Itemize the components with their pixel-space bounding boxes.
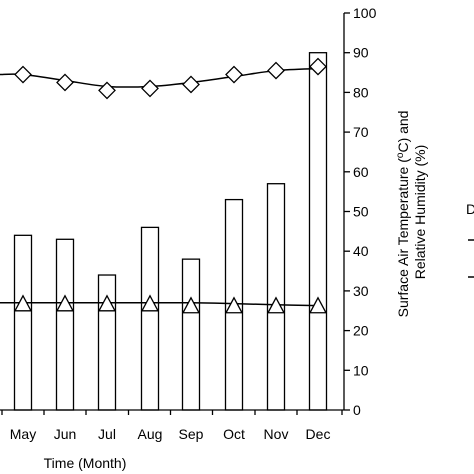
temperature-marker-sep xyxy=(181,296,201,314)
y-tick-label-60: 60 xyxy=(353,164,369,180)
y-tick-label-50: 50 xyxy=(353,204,369,220)
bar-jun xyxy=(55,238,75,411)
x-tick-label-may: May xyxy=(10,426,36,442)
y-tick-label-40: 40 xyxy=(353,243,369,259)
y-tick-label-70: 70 xyxy=(353,124,369,140)
y-tick-label-80: 80 xyxy=(353,84,369,100)
y-tick-label-90: 90 xyxy=(353,45,369,61)
temperature-marker-jul xyxy=(97,294,117,312)
y-tick-label-30: 30 xyxy=(353,283,369,299)
legend-fragment: D xyxy=(466,201,474,217)
temperature-marker-dec xyxy=(308,296,328,314)
temperature-marker-jun xyxy=(55,294,75,312)
humidity-marker-oct xyxy=(225,65,243,84)
y-tick-label-100: 100 xyxy=(353,5,377,21)
x-tick-label-jul: Jul xyxy=(98,426,116,442)
right-y-axis-title: Surface Air Temperature (oC) and Relativ… xyxy=(395,107,428,318)
ylabel-line1-pre: Surface Air Temperature ( xyxy=(395,158,411,318)
ylabel-line1-post: C) and xyxy=(395,111,411,153)
bar-may xyxy=(13,234,33,411)
bar-dec xyxy=(308,52,328,411)
x-tick-label-oct: Oct xyxy=(223,426,245,442)
bar-aug xyxy=(140,226,160,411)
humidity-marker-jul xyxy=(98,81,116,100)
right-y-axis: 0 10 20 30 40 50 60 70 80 90 100 xyxy=(0,5,377,418)
temperature-marker-aug xyxy=(140,294,160,312)
bar-sep xyxy=(181,258,201,411)
x-tick-label-dec: Dec xyxy=(306,426,331,442)
x-tick-label-sep: Sep xyxy=(179,426,204,442)
plot-area xyxy=(0,52,328,411)
temperature-marker-may xyxy=(13,294,33,312)
ylabel-degree-sup: o xyxy=(395,152,406,158)
humidity-marker-sep xyxy=(182,75,200,94)
x-axis-title: Time (Month) xyxy=(44,455,127,471)
y-tick-label-10: 10 xyxy=(353,362,369,378)
humidity-marker-nov xyxy=(267,61,285,80)
humidity-marker-may xyxy=(14,65,32,84)
humidity-marker-jun xyxy=(56,73,74,92)
temperature-marker-oct xyxy=(224,296,244,314)
y-tick-label-0: 0 xyxy=(353,402,361,418)
y-tick-label-20: 20 xyxy=(353,323,369,339)
x-tick-label-nov: Nov xyxy=(264,426,289,442)
ylabel-line2: Relative Humidity (%) xyxy=(412,145,428,280)
humidity-marker-aug xyxy=(141,79,159,98)
humidity-marker-dec xyxy=(309,57,327,76)
temperature-marker-nov xyxy=(266,296,286,314)
x-tick-label-jun: Jun xyxy=(54,426,77,442)
x-tick-label-aug: Aug xyxy=(138,426,163,442)
x-axis: May Jun Jul Aug Sep Oct Nov Dec xyxy=(1,410,343,442)
